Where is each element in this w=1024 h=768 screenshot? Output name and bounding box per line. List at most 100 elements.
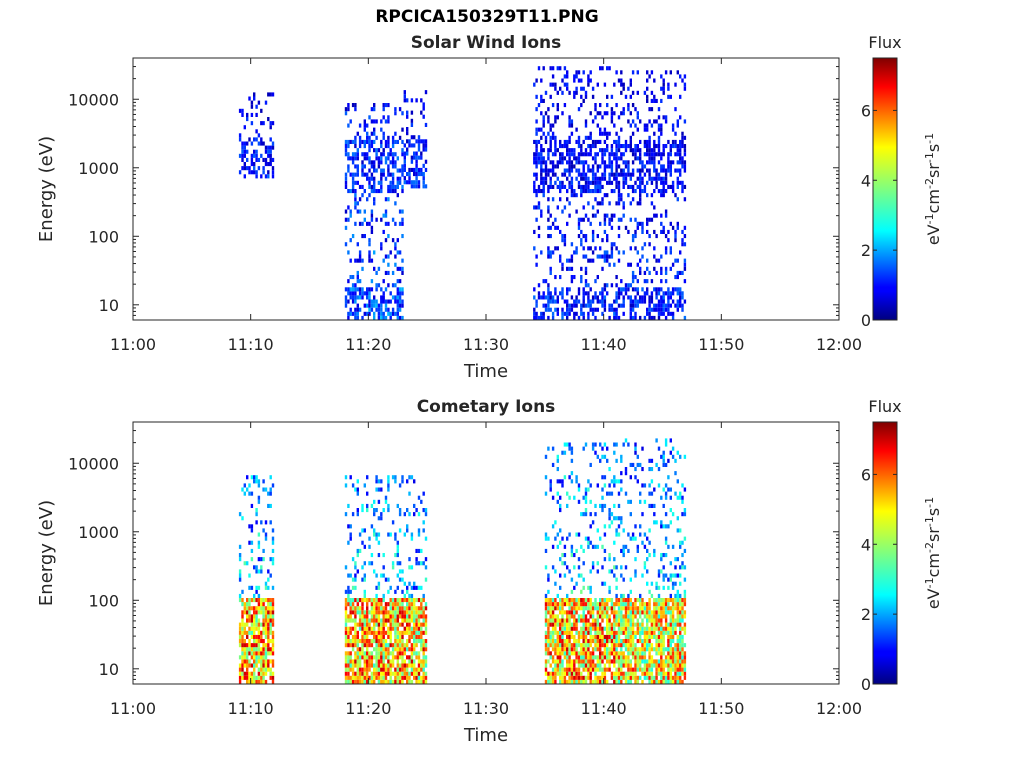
heatmap-cell bbox=[577, 598, 581, 603]
heatmap-cell bbox=[608, 217, 611, 222]
heatmap-cell bbox=[629, 679, 632, 684]
heatmap-cell bbox=[650, 98, 654, 103]
heatmap-cell bbox=[603, 483, 607, 488]
heatmap-cell bbox=[591, 544, 595, 549]
heatmap-cell bbox=[608, 655, 611, 660]
heatmap-cell bbox=[396, 639, 399, 644]
heatmap-cell bbox=[537, 127, 541, 132]
heatmap-cell bbox=[241, 622, 244, 627]
heatmap-cell bbox=[361, 626, 364, 631]
heatmap-cell bbox=[575, 618, 578, 623]
heatmap-cell bbox=[241, 667, 244, 672]
heatmap-cell bbox=[577, 659, 581, 664]
heatmap-cell bbox=[601, 651, 604, 656]
heatmap-cell bbox=[554, 172, 557, 177]
heatmap-cell bbox=[391, 160, 395, 165]
heatmap-cell bbox=[344, 643, 348, 648]
heatmap-cell bbox=[664, 675, 668, 680]
heatmap-cell bbox=[646, 643, 649, 648]
heatmap-cell bbox=[380, 311, 383, 316]
heatmap-cell bbox=[580, 266, 583, 271]
heatmap-cell bbox=[384, 103, 388, 108]
heatmap-cell bbox=[403, 163, 406, 168]
heatmap-cell bbox=[610, 622, 614, 627]
heatmap-cell bbox=[253, 606, 256, 611]
heatmap-cell bbox=[349, 679, 352, 684]
heatmap-cell bbox=[544, 593, 548, 598]
heatmap-cell bbox=[577, 602, 581, 607]
heatmap-cell bbox=[271, 639, 275, 644]
heatmap-cell bbox=[610, 189, 614, 194]
heatmap-cell bbox=[547, 639, 550, 644]
heatmap-cell bbox=[373, 675, 376, 680]
heatmap-cell bbox=[248, 626, 251, 631]
heatmap-cell bbox=[606, 135, 609, 140]
heatmap-cell bbox=[370, 229, 374, 234]
heatmap-cell bbox=[591, 156, 595, 161]
heatmap-cell bbox=[349, 532, 352, 537]
heatmap-cell bbox=[533, 307, 536, 312]
heatmap-cell bbox=[660, 569, 663, 574]
heatmap-cell bbox=[570, 152, 574, 157]
heatmap-cell bbox=[387, 299, 390, 304]
heatmap-cell bbox=[382, 598, 385, 603]
heatmap-cell bbox=[606, 213, 609, 218]
heatmap-cell bbox=[591, 606, 595, 611]
heatmap-cell bbox=[596, 111, 599, 116]
heatmap-cell bbox=[420, 679, 423, 684]
heatmap-cell bbox=[540, 250, 543, 255]
heatmap-cell bbox=[356, 479, 359, 484]
heatmap-cell bbox=[563, 630, 567, 635]
heatmap-cell bbox=[634, 295, 637, 300]
y-tick-label: 100 bbox=[88, 227, 119, 246]
heatmap-cell bbox=[676, 299, 679, 304]
heatmap-cell bbox=[615, 585, 618, 590]
heatmap-cell bbox=[679, 540, 682, 545]
heatmap-cell bbox=[344, 483, 348, 488]
heatmap-cell bbox=[570, 614, 574, 619]
heatmap-cell bbox=[610, 520, 614, 525]
heatmap-cell bbox=[615, 593, 618, 598]
heatmap-cell bbox=[573, 94, 576, 99]
heatmap-cell bbox=[556, 467, 559, 472]
heatmap-cell bbox=[627, 548, 630, 553]
heatmap-cell bbox=[415, 159, 418, 164]
heatmap-cell bbox=[377, 622, 381, 627]
heatmap-cell bbox=[257, 166, 261, 171]
heatmap-cell bbox=[615, 139, 618, 144]
heatmap-cell bbox=[643, 675, 647, 680]
heatmap-cell bbox=[627, 160, 630, 165]
heatmap-cell bbox=[382, 667, 385, 672]
heatmap-cell bbox=[615, 307, 618, 312]
heatmap-cell bbox=[408, 602, 411, 607]
colorbar-gradient bbox=[872, 421, 898, 685]
heatmap-cell bbox=[601, 565, 604, 570]
heatmap-cell bbox=[577, 217, 581, 222]
heatmap-cell bbox=[377, 679, 381, 684]
heatmap-cell bbox=[535, 164, 538, 169]
heatmap-cell bbox=[250, 104, 254, 109]
heatmap-cell bbox=[358, 614, 362, 619]
heatmap-cell bbox=[537, 283, 541, 288]
heatmap-cell bbox=[610, 225, 614, 230]
heatmap-cell bbox=[368, 311, 371, 316]
heatmap-cell bbox=[613, 152, 616, 157]
heatmap-cell bbox=[351, 602, 355, 607]
heatmap-cell bbox=[613, 675, 616, 680]
heatmap-cell bbox=[676, 152, 679, 157]
heatmap-cell bbox=[584, 679, 588, 684]
heatmap-cell bbox=[568, 667, 571, 672]
heatmap-cell bbox=[671, 667, 675, 672]
heatmap-cell bbox=[629, 201, 632, 206]
heatmap-cell bbox=[613, 622, 616, 627]
heatmap-cell bbox=[681, 618, 684, 623]
heatmap-cell bbox=[662, 86, 665, 91]
heatmap-cell bbox=[243, 655, 246, 660]
heatmap-cell bbox=[559, 479, 562, 484]
heatmap-cell bbox=[566, 160, 569, 165]
heatmap-cell bbox=[382, 172, 385, 177]
heatmap-cell bbox=[671, 291, 675, 296]
heatmap-cell bbox=[243, 663, 246, 668]
heatmap-cell bbox=[601, 311, 604, 316]
heatmap-cell bbox=[556, 479, 559, 484]
